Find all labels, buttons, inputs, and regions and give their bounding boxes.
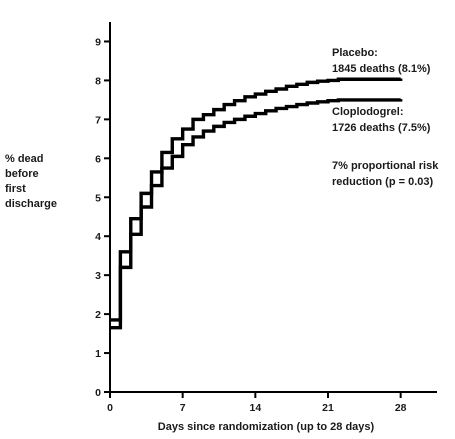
risk-reduction-annotation-line-1: 7% proportional risk: [332, 160, 439, 172]
y-tick-label: 6: [95, 153, 101, 165]
x-tick-label: 14: [249, 402, 261, 414]
y-tick-label: 5: [95, 192, 101, 204]
cloplodogrel-annotation-line-2: 1726 deaths (7.5%): [332, 122, 431, 134]
cloplodogrel-annotation: Cloplodogrel: 1726 deaths (7.5%): [332, 106, 431, 134]
y-tick-label: 3: [95, 270, 101, 282]
risk-reduction-annotation-line-2: reduction (p = 0.03): [332, 176, 433, 188]
y-axis-label: % dead before first discharge: [5, 153, 57, 210]
x-tick-label: 0: [107, 402, 113, 414]
y-ticks: 0 1 2 3 4 5 6 7 8 9: [95, 36, 110, 399]
x-ticks: 0 7 14 21 28: [107, 392, 407, 414]
y-axis-label-line-1: % dead: [5, 153, 44, 165]
y-axis-label-line-4: discharge: [5, 198, 57, 210]
x-tick-label: 7: [180, 402, 186, 414]
y-tick-label: 4: [95, 231, 101, 243]
annotations: Placebo: 1845 deaths (8.1%) Cloplodogrel…: [332, 47, 439, 188]
y-tick-label: 2: [95, 309, 101, 321]
cloplodogrel-annotation-line-1: Cloplodogrel:: [332, 106, 404, 118]
x-tick-label: 28: [395, 402, 407, 414]
risk-reduction-annotation: 7% proportional risk reduction (p = 0.03…: [332, 160, 439, 188]
placebo-annotation-line-1: Placebo:: [332, 47, 378, 59]
y-tick-label: 7: [95, 114, 101, 126]
y-axis-label-line-2: before: [5, 168, 39, 180]
y-tick-label: 8: [95, 75, 101, 87]
series-group: [110, 77, 403, 330]
series-line-cloplodogrel: [110, 98, 403, 330]
placebo-annotation: Placebo: 1845 deaths (8.1%): [332, 47, 431, 75]
y-tick-label: 0: [95, 387, 101, 399]
placebo-annotation-line-2: 1845 deaths (8.1%): [332, 63, 431, 75]
x-tick-label: 21: [322, 402, 334, 414]
y-tick-label: 1: [95, 348, 101, 360]
axes: [109, 22, 437, 393]
x-axis-label: Days since randomization (up to 28 days): [158, 421, 375, 433]
y-axis-label-line-3: first: [5, 183, 26, 195]
y-tick-label: 9: [95, 36, 101, 48]
series-line-placebo: [110, 77, 403, 322]
